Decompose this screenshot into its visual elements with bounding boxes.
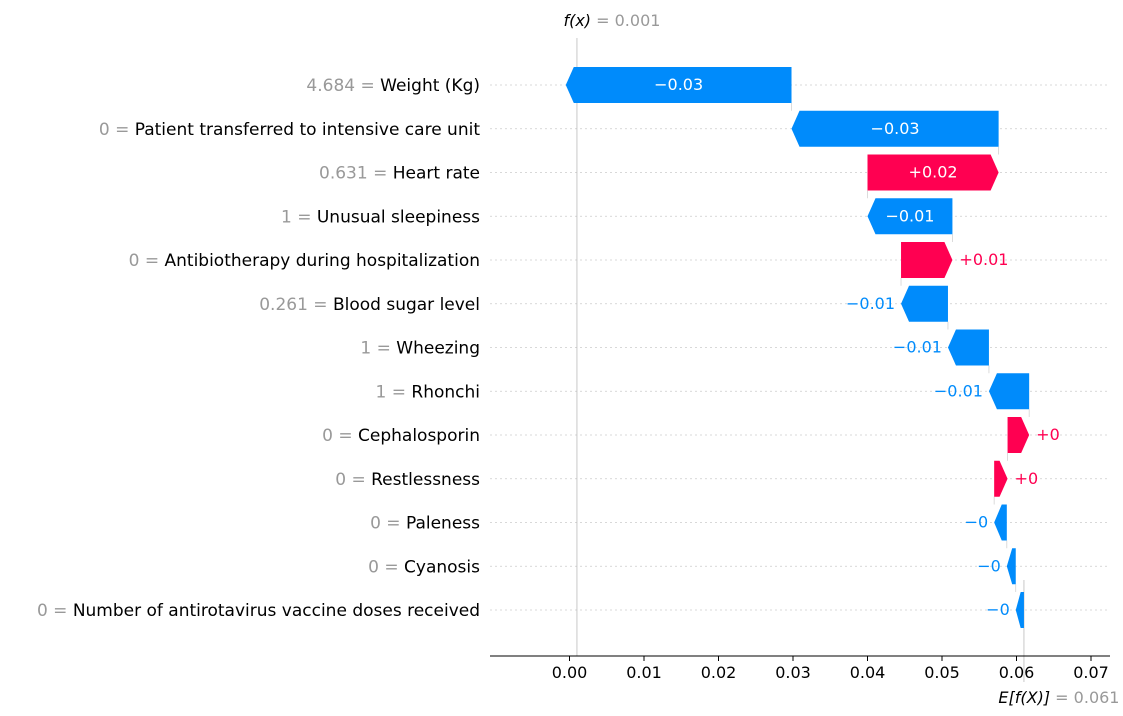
feature-name: Rhonchi [411, 382, 480, 402]
feature-label: 0.631 = Heart rate [319, 164, 480, 184]
x-tick-label: 0.01 [626, 663, 662, 682]
feature-value: 1 = [360, 339, 396, 359]
feature-label: 1 = Wheezing [360, 339, 480, 359]
shap-bar [867, 154, 999, 191]
x-tick-label: 0.06 [999, 663, 1035, 682]
fx-symbol: f(x) [563, 11, 591, 30]
shap-bar [565, 67, 792, 103]
fx-equals: = [596, 11, 615, 30]
feature-value: 0 = [368, 557, 404, 577]
x-axis: 0.00 0.01 0.02 0.03 0.04 0.05 0.06 0.07 [490, 655, 1110, 682]
feature-label: 0 = Antibiotherapy during hospitalizatio… [129, 251, 480, 271]
shap-value-label: −0 [965, 513, 989, 532]
feature-value: 0 = [129, 251, 165, 271]
shap-bar [994, 504, 1007, 541]
feature-name: Patient transferred to intensive care un… [135, 120, 481, 140]
shap-bar [901, 242, 953, 278]
feature-name: Cephalosporin [358, 426, 480, 446]
feature-value: 0 = [37, 601, 73, 621]
feature-label: 1 = Rhonchi [376, 382, 480, 402]
shap-bar [947, 329, 989, 366]
feature-value: 0.631 = [319, 164, 393, 184]
shap-bar [867, 198, 953, 235]
feature-value: 0 = [322, 426, 358, 446]
shap-value-label: −0 [986, 600, 1010, 619]
shap-value-label: +0 [1015, 469, 1039, 488]
shap-bar [988, 373, 1030, 410]
feature-name: Paleness [406, 514, 480, 534]
shap-value-label: −0.01 [846, 294, 895, 313]
row-gridlines [490, 84, 1110, 611]
shap-bar [901, 285, 948, 322]
feature-label: 1 = Unusual sleepiness [281, 207, 480, 227]
ex-equals: = [1055, 688, 1074, 707]
ex-symbol: E[f(X)] [998, 688, 1050, 707]
shap-value-label: −0.01 [934, 381, 983, 400]
feature-name: Restlessness [371, 470, 480, 490]
shap-value-label: −0.03 [654, 75, 703, 94]
feature-label: 0 = Patient transferred to intensive car… [99, 120, 480, 140]
feature-value: 0 = [99, 120, 135, 140]
feature-label: 0 = Paleness [370, 514, 480, 534]
fx-value: 0.001 [615, 11, 661, 30]
feature-labels: 4.684 = Weight (Kg) 0 = Patient transferr… [37, 76, 480, 621]
x-tick-label: 0.04 [850, 663, 886, 682]
feature-name: Blood sugar level [333, 295, 480, 315]
shap-bar [1006, 548, 1016, 585]
feature-name: Cyanosis [404, 557, 480, 577]
x-tick-label: 0.07 [1073, 663, 1109, 682]
shap-value-label: −0.01 [885, 206, 934, 225]
feature-name: Unusual sleepiness [317, 207, 480, 227]
expected-value-annotation: E[f(X)] = 0.061 [998, 688, 1119, 707]
x-tick-label: 0.05 [924, 663, 960, 682]
shap-value-label: +0.02 [909, 163, 958, 182]
feature-value: 4.684 = [306, 76, 380, 96]
x-tick-label: 0.03 [775, 663, 811, 682]
shap-value-label: −0.03 [871, 119, 920, 138]
feature-name: Heart rate [393, 164, 480, 184]
shap-value-label: +0.01 [959, 250, 1008, 269]
bars: −0.03 −0.03 +0.02 −0.01 +0.01 −0.01 −0.01 −0.01… [565, 67, 1060, 628]
x-tick-label: 0.02 [701, 663, 737, 682]
feature-label: 0 = Restlessness [335, 470, 480, 490]
feature-name: Antibiotherapy during hospitalization [165, 251, 481, 271]
feature-value: 0 = [335, 470, 371, 490]
shap-value-label: +0 [1036, 425, 1060, 444]
feature-value: 1 = [281, 207, 317, 227]
feature-label: 0 = Cephalosporin [322, 426, 480, 446]
feature-label: 4.684 = Weight (Kg) [306, 76, 480, 96]
shap-value-label: −0 [977, 556, 1001, 575]
feature-value: 0 = [370, 514, 406, 534]
feature-name: Number of antirotavirus vaccine doses re… [73, 601, 480, 621]
feature-value: 1 = [376, 382, 412, 402]
shap-bar [1015, 592, 1024, 628]
feature-name: Wheezing [396, 339, 480, 359]
shap-value-label: −0.01 [893, 338, 942, 357]
shap-bar [994, 460, 1008, 497]
ex-value: 0.061 [1074, 688, 1120, 707]
feature-name: Weight (Kg) [380, 76, 480, 96]
feature-label: 0.261 = Blood sugar level [259, 295, 480, 315]
x-tick-label: 0.00 [552, 663, 588, 682]
feature-label: 0 = Number of antirotavirus vaccine dose… [37, 601, 480, 621]
feature-label: 0 = Cyanosis [368, 557, 480, 577]
feature-value: 0.261 = [259, 295, 333, 315]
fx-annotation: f(x) = 0.001 [563, 11, 660, 30]
shap-bar [791, 110, 999, 147]
shap-bar [1007, 417, 1030, 453]
